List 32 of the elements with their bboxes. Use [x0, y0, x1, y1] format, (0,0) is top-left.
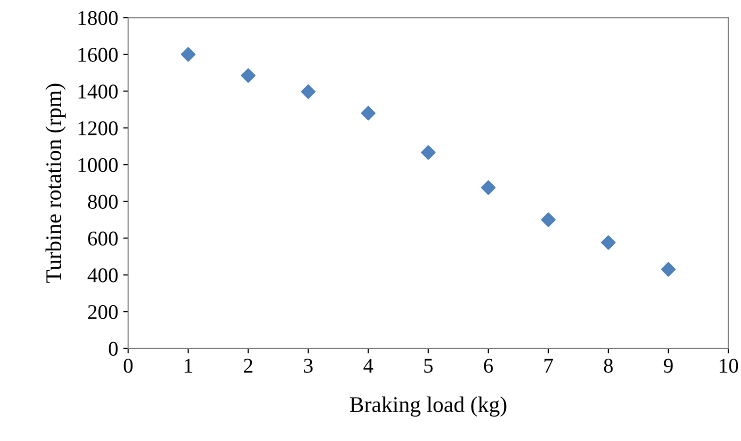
y-tick-label: 1600 — [78, 48, 118, 62]
point — [360, 106, 376, 120]
point — [240, 68, 256, 83]
x-tick-label: 6 — [484, 358, 493, 373]
point — [421, 145, 436, 160]
x-tick-label: 10 — [720, 358, 738, 373]
x-tick-label: 5 — [424, 358, 433, 373]
y-tick-label: 400 — [88, 268, 118, 282]
x-tick-label: 2 — [244, 358, 252, 373]
y-tick-label: 1400 — [78, 84, 118, 99]
point — [541, 212, 556, 228]
x-tick-label: 1 — [184, 358, 192, 373]
y-tick-label: 1800 — [78, 11, 118, 26]
point — [481, 180, 496, 195]
x-tick-label: 4 — [363, 358, 374, 373]
x-tick-label: 7 — [544, 358, 553, 373]
x-tick-label: 3 — [304, 358, 313, 373]
y-tick-label: 200 — [88, 305, 118, 320]
y-tick-label: 600 — [88, 232, 118, 246]
point — [601, 235, 616, 250]
y-tick-label: 800 — [88, 194, 118, 209]
y-axis-title: Turbine rotation (rpm) — [46, 84, 66, 283]
x-axis-title: Braking load (kg) — [350, 396, 506, 417]
point — [661, 262, 676, 277]
x-tick-label: 0 — [124, 358, 133, 373]
y-tick-label: 0 — [108, 342, 118, 356]
x-tick-label: 8 — [604, 358, 613, 373]
y-tick-label: 1200 — [78, 121, 118, 136]
y-tick-label: 1000 — [78, 158, 118, 172]
point — [180, 47, 196, 62]
x-tick-label: 9 — [664, 358, 673, 373]
point — [300, 84, 316, 99]
